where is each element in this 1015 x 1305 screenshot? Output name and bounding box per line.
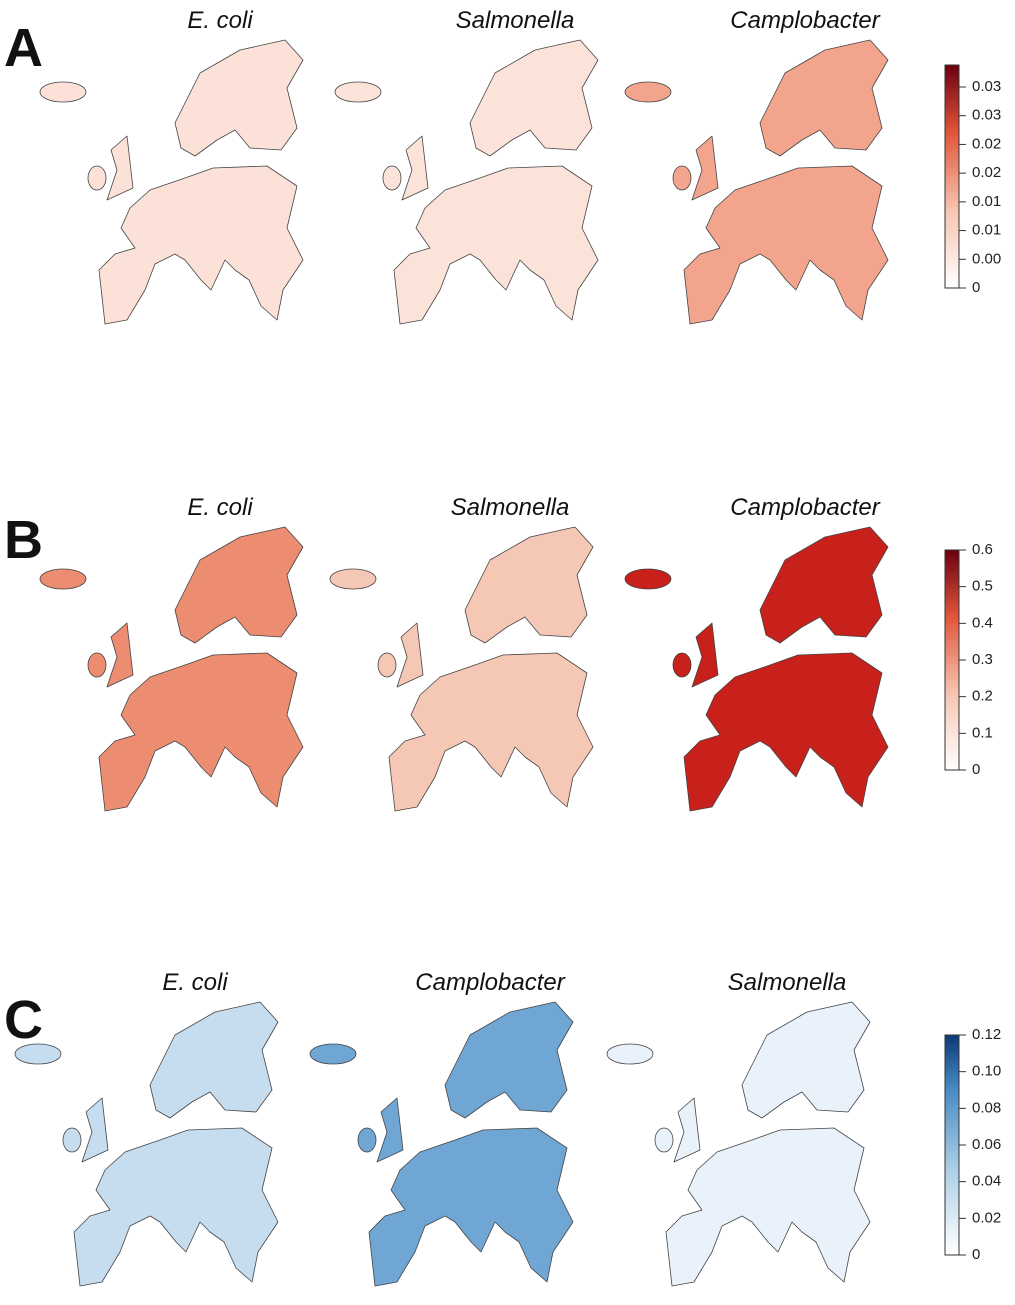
colorbar: [945, 1035, 959, 1255]
figure: A E. coli Salmonella Camplobacter 0.03 0.03 0.…: [0, 0, 1015, 1305]
map: [330, 527, 593, 811]
map: [40, 527, 303, 811]
colorbar: [945, 550, 959, 770]
map: [625, 40, 888, 324]
map-shape: [40, 527, 303, 811]
panel-letter: C: [4, 990, 43, 1050]
colorbar-label: 0.02: [972, 164, 1001, 181]
colorbar-label: 0: [972, 279, 980, 296]
colorbar-label: 0.3: [972, 651, 993, 668]
colorbar-label: 0.00: [972, 250, 1001, 267]
colorbar: [945, 65, 959, 288]
map: [607, 1002, 870, 1286]
map-title: E. coli: [162, 969, 228, 996]
colorbar-label: 0.12: [972, 1026, 1001, 1043]
colorbar-label: 0: [972, 1246, 980, 1263]
colorbar-label: 0.01: [972, 222, 1001, 239]
colorbar-label: 0.5: [972, 578, 993, 595]
map-shape: [330, 527, 593, 811]
map-title: Camplobacter: [730, 494, 880, 521]
map: [310, 1002, 573, 1286]
map-shape: [335, 40, 598, 324]
colorbar-label: 0.4: [972, 614, 993, 631]
colorbar-label: 0.10: [972, 1063, 1001, 1080]
map-title: Camplobacter: [415, 969, 565, 996]
map: [15, 1002, 278, 1286]
panel-letter: B: [4, 510, 43, 570]
map-shape: [607, 1002, 870, 1286]
colorbar-label: 0.02: [972, 135, 1001, 152]
map: [335, 40, 598, 324]
colorbar-label: 0.1: [972, 724, 993, 741]
map-title: Salmonella: [456, 7, 575, 34]
colorbar-label: 0.08: [972, 1099, 1001, 1116]
map-title: Salmonella: [728, 969, 847, 996]
map-shape: [40, 40, 303, 324]
colorbar-label: 0.04: [972, 1173, 1001, 1190]
colorbar-label: 0.03: [972, 107, 1001, 124]
map-title: E. coli: [187, 494, 253, 521]
map-shape: [15, 1002, 278, 1286]
colorbar-label: 0.01: [972, 193, 1001, 210]
colorbar-label: 0.6: [972, 541, 993, 558]
panel-letter: A: [4, 18, 43, 78]
map-title: E. coli: [187, 7, 253, 34]
map-title: Salmonella: [451, 494, 570, 521]
colorbar-label: 0: [972, 761, 980, 778]
map: [625, 527, 888, 811]
map-shape: [625, 527, 888, 811]
map-shape: [625, 40, 888, 324]
map: [40, 40, 303, 324]
colorbar-label: 0.2: [972, 688, 993, 705]
colorbar-label: 0.02: [972, 1209, 1001, 1226]
colorbar-label: 0.06: [972, 1136, 1001, 1153]
map-title: Camplobacter: [730, 7, 880, 34]
colorbar-label: 0.03: [972, 78, 1001, 95]
map-shape: [310, 1002, 573, 1286]
